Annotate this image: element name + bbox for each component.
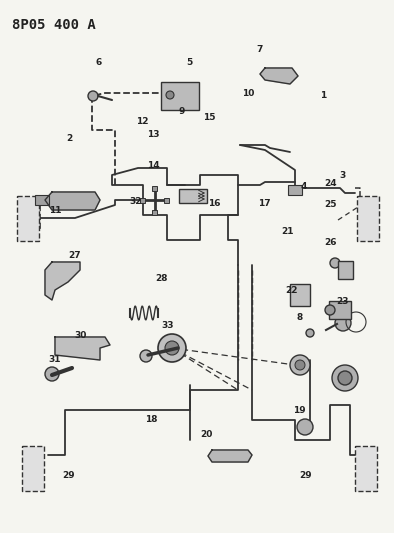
Circle shape <box>306 329 314 337</box>
Bar <box>22 446 44 490</box>
Circle shape <box>290 355 310 375</box>
Text: 23: 23 <box>336 297 349 305</box>
Text: 27: 27 <box>69 252 81 260</box>
Text: 31: 31 <box>48 356 61 364</box>
Circle shape <box>88 91 98 101</box>
Polygon shape <box>260 68 298 84</box>
Circle shape <box>325 305 335 315</box>
Text: 10: 10 <box>242 89 255 98</box>
Circle shape <box>166 91 174 99</box>
Circle shape <box>338 371 352 385</box>
Circle shape <box>332 365 358 391</box>
Text: 12: 12 <box>136 117 148 126</box>
Text: 7: 7 <box>257 45 263 53</box>
Circle shape <box>330 258 340 268</box>
Bar <box>357 196 379 240</box>
Bar <box>290 284 310 306</box>
Bar <box>152 185 158 190</box>
Text: 14: 14 <box>147 161 160 169</box>
Text: 29: 29 <box>63 471 75 480</box>
Text: 25: 25 <box>325 200 337 209</box>
Bar <box>141 198 145 203</box>
Polygon shape <box>45 262 80 300</box>
Bar <box>338 261 353 279</box>
Circle shape <box>295 360 305 370</box>
Circle shape <box>165 341 179 355</box>
Text: 28: 28 <box>155 274 168 283</box>
Bar <box>35 195 49 205</box>
Polygon shape <box>55 337 110 360</box>
Bar <box>288 185 302 195</box>
Text: 29: 29 <box>299 471 312 480</box>
Text: 18: 18 <box>145 415 158 424</box>
Text: 5: 5 <box>186 59 192 67</box>
Text: 13: 13 <box>147 130 160 139</box>
Text: 24: 24 <box>325 180 337 188</box>
Text: 32: 32 <box>130 197 142 206</box>
Circle shape <box>45 367 59 381</box>
Circle shape <box>158 334 186 362</box>
Text: 15: 15 <box>203 113 215 122</box>
Text: 11: 11 <box>49 206 61 215</box>
Text: 16: 16 <box>208 199 221 208</box>
Text: 2: 2 <box>66 134 72 143</box>
Text: 3: 3 <box>340 172 346 180</box>
Text: 21: 21 <box>281 228 294 236</box>
Text: 19: 19 <box>293 406 306 415</box>
Text: 1: 1 <box>320 92 326 100</box>
Text: 33: 33 <box>161 321 174 329</box>
Text: 4: 4 <box>300 182 307 191</box>
Circle shape <box>297 419 313 435</box>
Bar <box>152 209 158 214</box>
Bar <box>17 196 39 240</box>
Bar <box>161 82 199 110</box>
Text: 6: 6 <box>95 58 102 67</box>
Text: 26: 26 <box>325 238 337 247</box>
Bar <box>165 198 169 203</box>
Text: 22: 22 <box>285 286 298 295</box>
Circle shape <box>335 315 351 331</box>
Text: 9: 9 <box>178 108 184 116</box>
Text: 8: 8 <box>296 313 303 321</box>
Text: 17: 17 <box>258 199 270 208</box>
Polygon shape <box>208 450 252 462</box>
Polygon shape <box>45 192 100 210</box>
Bar <box>355 446 377 490</box>
Text: 30: 30 <box>74 332 87 340</box>
Circle shape <box>140 350 152 362</box>
Bar <box>329 301 351 319</box>
Text: 8P05 400 A: 8P05 400 A <box>12 18 96 32</box>
Text: 20: 20 <box>201 430 213 439</box>
Bar <box>179 189 207 203</box>
